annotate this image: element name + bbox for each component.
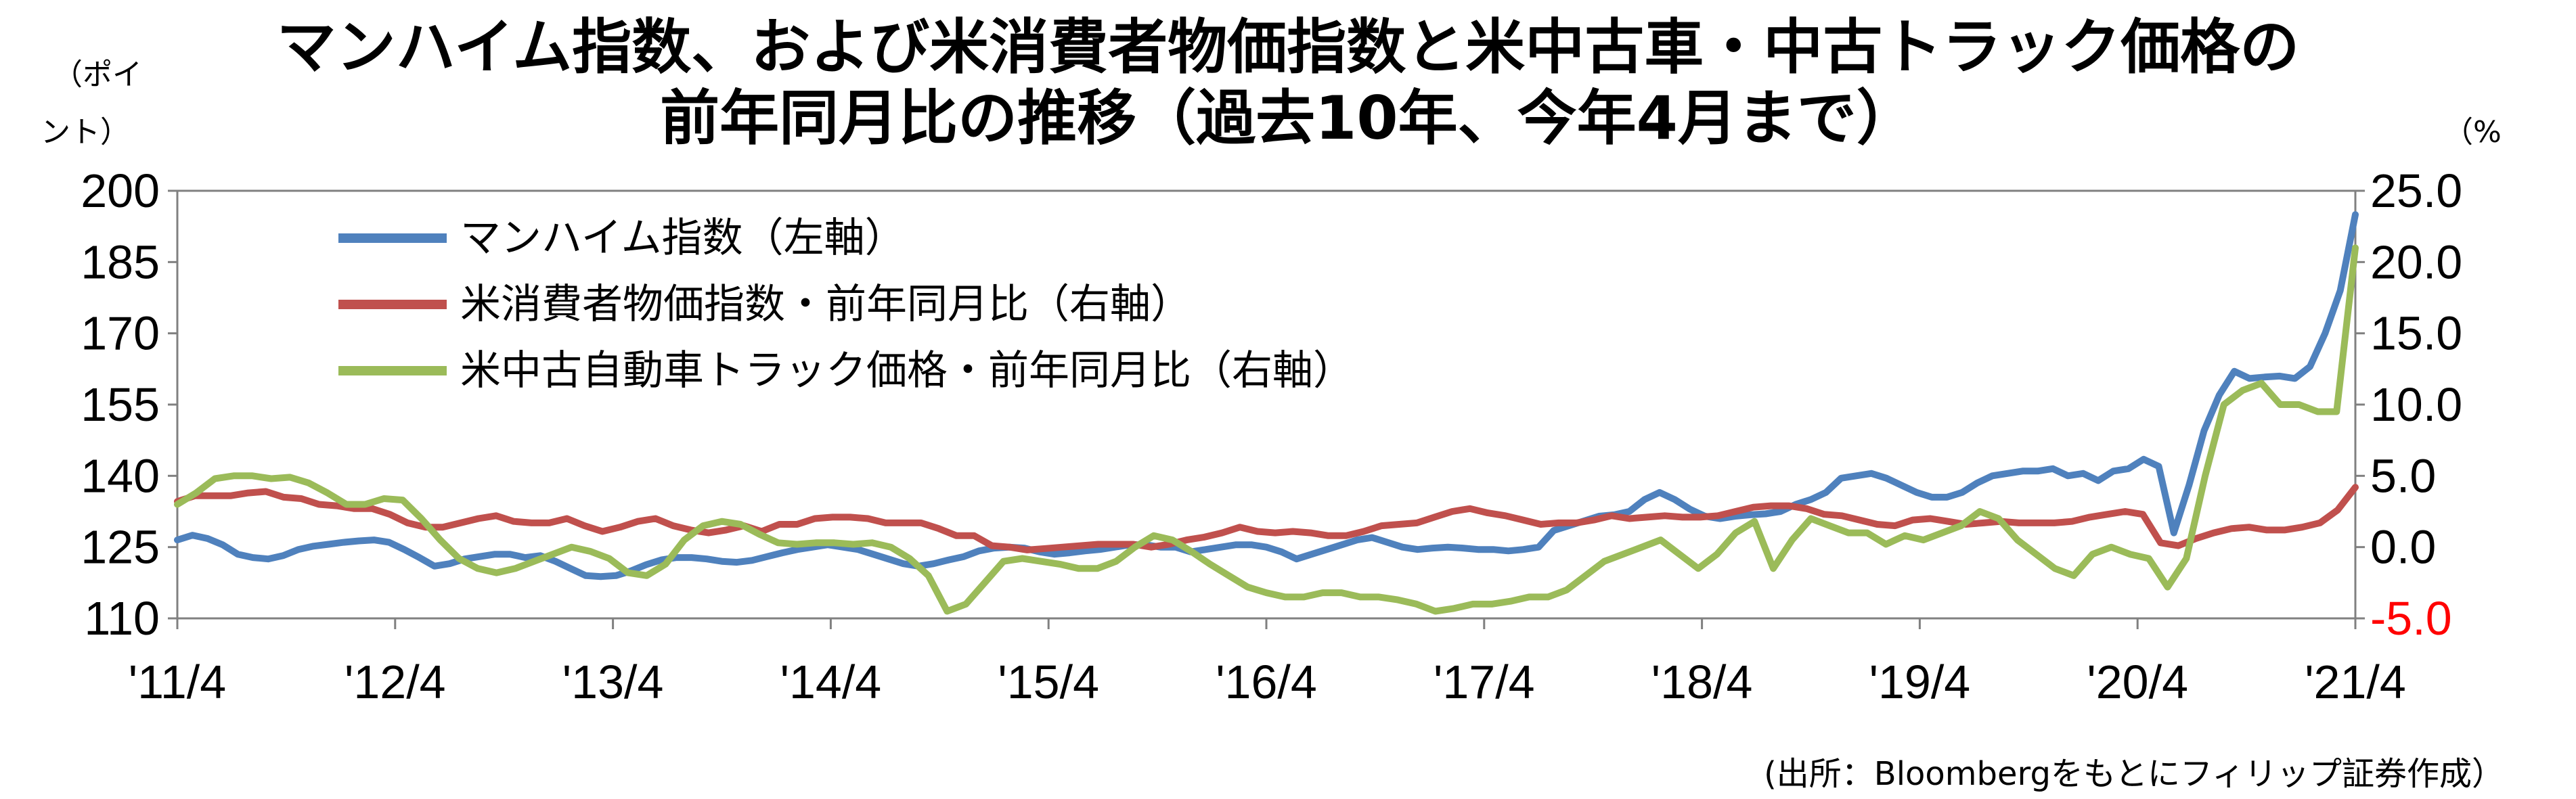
legend: マンハイム指数（左軸） 米消費者物価指数・前年同月比（右軸） 米中古自動車トラッ…	[338, 214, 1354, 394]
right-axis-tick-label: 20.0	[2370, 235, 2462, 288]
left-axis-tick-label: 140	[81, 449, 160, 502]
x-axis-tick-label: '11/4	[129, 656, 226, 708]
x-axis-tick-label: '15/4	[998, 656, 1099, 708]
x-axis-tick-label: '13/4	[562, 656, 664, 708]
left-axis-tick-label: 185	[81, 235, 160, 288]
left-axis-unit-line2: ント）	[41, 115, 130, 150]
chart-title-line2: 前年同月比の推移（過去10年、今年4月まで）	[660, 83, 1916, 153]
plot-area: 110 125 140 155 170 185 200 -5.0 0.0 5.0 10.0 15.0 2…	[81, 164, 2462, 708]
x-axis-tick-label: '19/4	[1869, 656, 1971, 708]
right-axis-tick-label: 15.0	[2370, 307, 2462, 360]
left-axis-unit-line1: （ポイ	[53, 58, 142, 92]
legend-label-cpi: 米消費者物価指数・前年同月比（右軸）	[460, 281, 1191, 328]
x-axis-tick-label: '18/4	[1651, 656, 1753, 708]
right-axis-tick-label: 5.0	[2370, 449, 2436, 502]
legend-label-used-vehicles: 米中古自動車トラック価格・前年同月比（右軸）	[460, 347, 1354, 394]
right-axis-tick-label: -5.0	[2370, 592, 2452, 645]
x-axis-tick-label: '21/4	[2305, 656, 2406, 708]
x-axis-tick-label: '16/4	[1216, 656, 1317, 708]
chart-title-line1: マンハイム指数、および米消費者物価指数と米中古車・中古トラック価格の	[277, 12, 2299, 82]
series-line-cpi	[174, 484, 2359, 553]
left-axis-tick-label: 110	[84, 592, 160, 645]
right-axis-tick-label: 0.0	[2370, 521, 2436, 574]
left-axis-tick-label: 125	[81, 521, 160, 574]
left-axis-tick-label: 155	[81, 378, 160, 431]
x-axis-tick-label: '14/4	[780, 656, 882, 708]
source-note: (出所：Bloombergをもとにフィリップ証券作成）	[1764, 755, 2504, 793]
x-axis-tick-label: '12/4	[345, 656, 446, 708]
legend-label-manheim: マンハイム指数（左軸）	[460, 214, 906, 262]
left-axis-tick-label: 170	[81, 307, 160, 360]
right-axis-unit: （%	[2443, 115, 2502, 150]
right-axis-tick-label: 25.0	[2370, 164, 2462, 217]
x-axis-tick-label: '20/4	[2087, 656, 2188, 708]
left-axis-tick-label: 200	[81, 164, 160, 217]
x-axis-tick-label: '17/4	[1434, 656, 1535, 708]
series-line-used-vehicles	[174, 244, 2359, 615]
right-axis-tick-label: 10.0	[2370, 378, 2462, 431]
